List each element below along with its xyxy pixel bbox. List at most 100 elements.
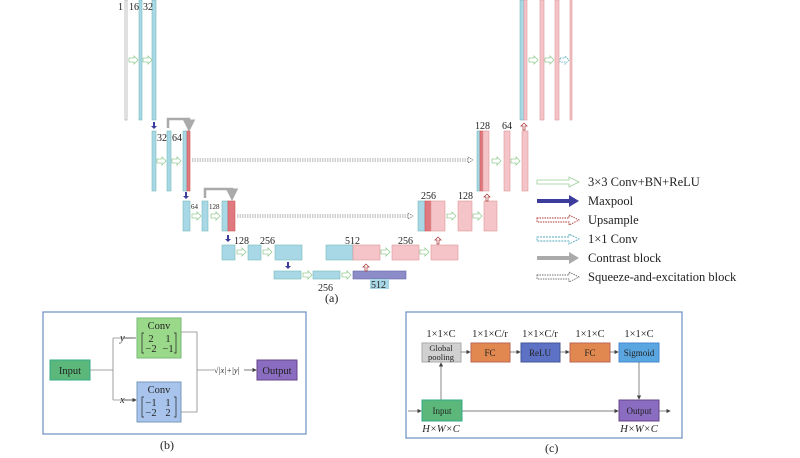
green-outline-arrow-icon <box>536 176 580 188</box>
input-box <box>421 399 463 422</box>
feature-map <box>312 270 341 280</box>
channel-label: 128 <box>475 121 490 132</box>
output-label: Output <box>262 366 291 377</box>
matrix-cell: −1 <box>162 344 173 355</box>
feature-map <box>151 130 157 192</box>
channel-label: 256 <box>398 236 413 247</box>
input-label: Input <box>433 406 452 416</box>
output-map <box>569 0 573 121</box>
channel-label: 64 <box>502 121 512 132</box>
input-dim: H×W×C <box>421 424 461 435</box>
bottleneck-map <box>352 270 407 280</box>
channel-label: 256 <box>260 236 275 247</box>
legend-label: Contrast block <box>588 251 662 265</box>
caption-a: (a) <box>325 291 338 305</box>
channel-label: 128 <box>234 236 249 247</box>
panel-b: Input y x Conv 2 1 −2 −1 Conv −1 1 −2 2 … <box>42 311 307 435</box>
decoder-map <box>483 200 498 232</box>
channel-label: 64 <box>191 203 199 211</box>
x-label: x <box>119 395 125 406</box>
dim-label: 1×1×C <box>575 329 604 340</box>
decoder-map <box>523 0 528 121</box>
feature-map <box>182 130 188 192</box>
channel-label: 256 <box>318 283 333 294</box>
dim-label: 1×1×C <box>426 329 455 340</box>
decoder-map <box>391 244 420 261</box>
feature-map <box>151 0 157 121</box>
channel-label: 32 <box>157 133 167 144</box>
input-layer <box>124 0 128 121</box>
blue-hatched-arrow-icon <box>536 233 581 245</box>
conv-box-top <box>136 317 182 359</box>
bottleneck-label-bg <box>370 279 389 289</box>
block-label: FC <box>484 348 495 358</box>
output-dim: H×W×C <box>619 424 659 435</box>
decoder-map <box>554 0 560 121</box>
legend-label: 1×1 Conv <box>588 232 639 246</box>
skip-map <box>519 0 525 121</box>
unet-decoder <box>325 0 573 261</box>
conv-title: Conv <box>148 385 172 396</box>
matrix-cell: −2 <box>145 408 156 419</box>
feature-map <box>182 200 191 232</box>
input-label: Input <box>59 366 81 377</box>
fc-box <box>569 342 611 363</box>
panel-c: 1×1×C 1×1×C/r 1×1×C/r 1×1×C 1×1×C Global… <box>405 311 683 439</box>
block-label: pooling <box>428 352 455 362</box>
matrix-cell: 1 <box>165 398 170 409</box>
channel-label: 32 <box>143 2 153 13</box>
feature-map <box>201 200 209 232</box>
channel-label: 512 <box>371 280 386 291</box>
magnitude-formula: √|x|+|y| <box>214 366 240 375</box>
red-dotted-arrow-icon <box>536 214 581 226</box>
matrix-cell: −2 <box>145 344 156 355</box>
output-box <box>256 359 298 381</box>
relu-box <box>520 342 561 363</box>
conv-box-bottom <box>136 381 182 423</box>
matrix-cell: 2 <box>165 408 170 419</box>
contrast-map <box>227 200 236 232</box>
caption-c: (c) <box>545 441 558 455</box>
legend-label: Squeeze-and-excitation block <box>588 270 737 284</box>
block-label: Global <box>429 343 453 353</box>
dim-label: 1×1×C/r <box>522 329 558 340</box>
decoder-map <box>457 200 473 232</box>
decoder-map <box>430 200 446 232</box>
decoder-map <box>352 244 381 261</box>
contrast-block-arrows <box>166 117 239 201</box>
caption-b: (b) <box>160 438 174 452</box>
channel-label: 64 <box>172 133 182 144</box>
channel-label: 256 <box>421 191 436 202</box>
channel-labels: 1 16 32 32 64 64 128 128 256 256 512 512… <box>118 2 512 294</box>
contrast-map <box>479 130 484 192</box>
unet-encoder <box>124 0 407 289</box>
skip-map <box>476 130 481 192</box>
decoder-map <box>503 130 511 192</box>
matrix-cell: 2 <box>148 334 153 345</box>
feature-map <box>138 0 143 121</box>
feature-map <box>274 244 303 261</box>
channel-label: 128 <box>209 203 220 211</box>
conv-arrows <box>128 55 570 280</box>
y-label: y <box>119 333 125 344</box>
dashed-outline-arrow-icon <box>536 271 580 283</box>
skip-map <box>417 200 426 232</box>
legend: 3×3 Conv+BN+ReLU Maxpool Upsample 1×1 Co… <box>536 175 737 284</box>
gray-arrow-icon <box>537 252 579 264</box>
output-box <box>618 399 660 422</box>
legend-label: 3×3 Conv+BN+ReLU <box>588 175 700 189</box>
decoder-map <box>430 244 459 261</box>
decoder-map <box>521 130 529 192</box>
legend-label: Upsample <box>588 213 639 227</box>
skip-map <box>325 244 354 261</box>
feature-map <box>273 270 302 280</box>
block-label: ReLU <box>529 348 551 358</box>
decoder-map <box>539 0 545 121</box>
dim-label: 1×1×C <box>624 329 653 340</box>
solid-navy-arrow-icon <box>537 195 579 207</box>
dim-label: 1×1×C/r <box>472 329 508 340</box>
se-block-arrows <box>192 156 474 220</box>
contrast-map <box>424 200 432 232</box>
